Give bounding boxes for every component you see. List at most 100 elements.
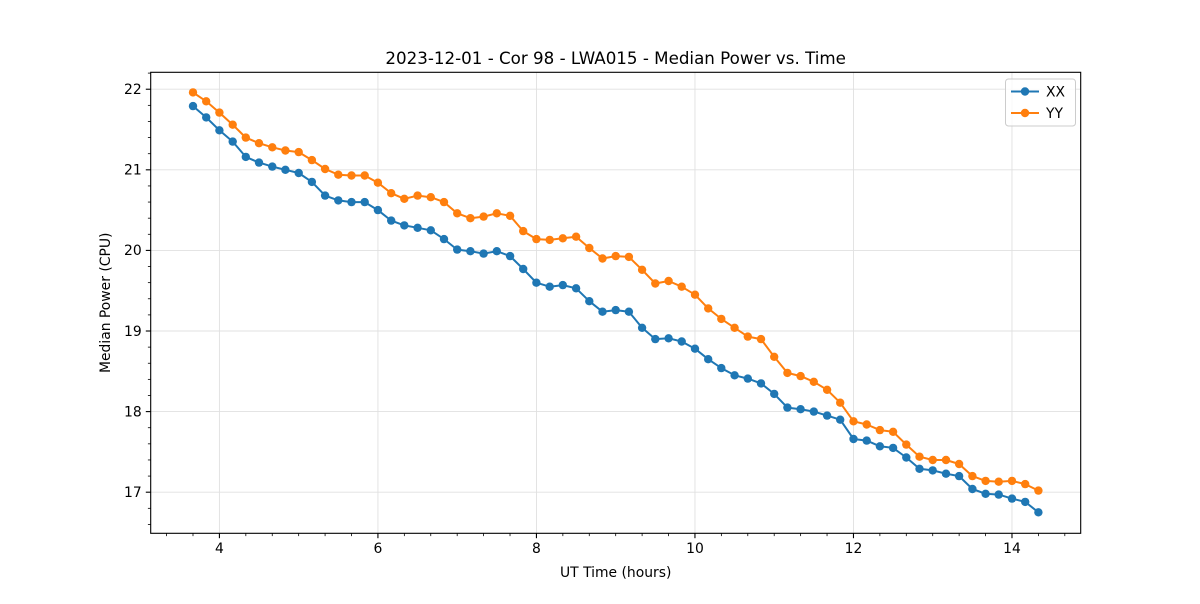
series-YY-point	[743, 332, 752, 341]
x-tick-label: 10	[686, 541, 704, 557]
series-YY-point	[624, 252, 634, 262]
series-XX-point	[809, 407, 818, 416]
series-YY-point	[809, 377, 818, 386]
series-XX-point	[558, 280, 567, 290]
series-XX-point	[704, 355, 713, 364]
series-XX-point	[756, 379, 766, 388]
series-XX-point	[994, 490, 1003, 499]
series-XX-point	[479, 249, 488, 258]
series-YY-point	[598, 254, 607, 263]
series-YY-point	[875, 425, 885, 435]
series-YY-point	[320, 164, 330, 174]
x-tick-label: 8	[532, 541, 541, 557]
series-YY-point	[347, 171, 356, 180]
series-XX-point	[241, 152, 250, 162]
series-XX-point	[968, 484, 977, 494]
legend-sample-marker-xx	[1020, 87, 1030, 96]
series-XX-point	[268, 162, 277, 171]
series-XX-points	[188, 101, 1043, 517]
data-series	[188, 88, 1043, 517]
series-XX-point	[637, 323, 647, 332]
series-XX-point	[664, 334, 673, 343]
series-XX-point	[571, 284, 581, 293]
series-XX-point	[202, 113, 211, 122]
x-tick-label: 4	[215, 541, 224, 557]
series-XX-point	[373, 205, 383, 215]
series-YY-point	[373, 178, 383, 187]
series-XX-point	[439, 234, 449, 244]
series-XX-point	[849, 434, 858, 444]
series-YY-point	[730, 323, 739, 332]
series-YY-point	[505, 211, 515, 220]
y-tick-label: 19	[124, 324, 142, 340]
series-YY-point	[677, 282, 686, 291]
series-YY-point	[756, 334, 766, 344]
series-YY-points	[188, 88, 1043, 495]
series-YY-point	[268, 143, 277, 152]
series-YY-point	[704, 304, 713, 313]
series-XX-point	[902, 453, 911, 462]
series-YY-point	[466, 214, 475, 223]
series-XX-point	[730, 371, 739, 380]
x-tick-label: 14	[1003, 541, 1021, 557]
series-YY-point	[202, 97, 211, 106]
legend-label-yy: YY	[1045, 106, 1063, 122]
series-XX-point	[545, 282, 554, 291]
series-YY-point	[241, 133, 250, 142]
series-YY-point	[888, 427, 898, 436]
series-XX-point	[1020, 497, 1030, 507]
series-YY-point	[968, 471, 977, 481]
series-YY-point	[571, 232, 581, 241]
series-YY-point	[558, 234, 567, 243]
series-XX-point	[875, 442, 885, 451]
series-XX-point	[585, 297, 594, 306]
series-YY-point	[453, 209, 462, 218]
series-YY-point	[492, 209, 501, 218]
series-XX-point	[624, 307, 634, 316]
series-YY-point	[637, 265, 647, 274]
series-YY-point	[664, 276, 673, 286]
series-XX-point	[941, 469, 951, 478]
series-XX-point	[862, 436, 871, 445]
axes-frame	[150, 71, 1082, 534]
chart-title: 2023-12-01 - Cor 98 - LWA015 - Median Po…	[385, 48, 846, 68]
series-XX-point	[770, 389, 779, 399]
series-YY-point	[849, 417, 858, 426]
series-XX-point	[387, 216, 396, 225]
series-YY-point	[479, 212, 488, 221]
series-XX-point	[1007, 494, 1017, 503]
series-XX-point	[677, 337, 686, 346]
series-YY-point	[413, 191, 422, 200]
series-XX-point	[453, 245, 462, 254]
series-YY-point	[915, 452, 924, 461]
series-XX-point	[254, 158, 264, 167]
series-YY-point	[307, 155, 317, 165]
series-XX-point	[651, 334, 660, 344]
y-tick-label: 21	[124, 163, 142, 179]
series-XX-point	[426, 226, 435, 235]
y-tick-label: 22	[124, 82, 142, 98]
series-YY-point	[783, 368, 792, 378]
series-XX-point	[320, 191, 330, 200]
series-XX-point	[532, 278, 541, 287]
series-XX-point	[928, 466, 937, 475]
series-XX-point	[822, 411, 832, 420]
series-YY-point	[941, 455, 951, 465]
series-YY-point	[1007, 476, 1017, 486]
series-XX-point	[796, 405, 805, 414]
series-XX-point	[307, 177, 317, 187]
series-YY-point	[532, 234, 541, 244]
series-YY-point	[294, 147, 303, 157]
series-YY-point	[822, 385, 832, 394]
axis-tick-labels: 4 6 8 10 12 14 17 18 19 20 21 22	[124, 82, 1021, 557]
series-YY-point	[188, 88, 198, 97]
series-YY-point	[651, 279, 660, 288]
series-XX-point	[228, 137, 237, 146]
series-XX-point	[347, 197, 356, 207]
series-YY-point	[770, 352, 779, 361]
series-XX-point	[492, 247, 501, 256]
series-YY-point	[387, 189, 396, 198]
series-YY-point	[400, 194, 409, 203]
series-YY-point	[519, 226, 528, 236]
